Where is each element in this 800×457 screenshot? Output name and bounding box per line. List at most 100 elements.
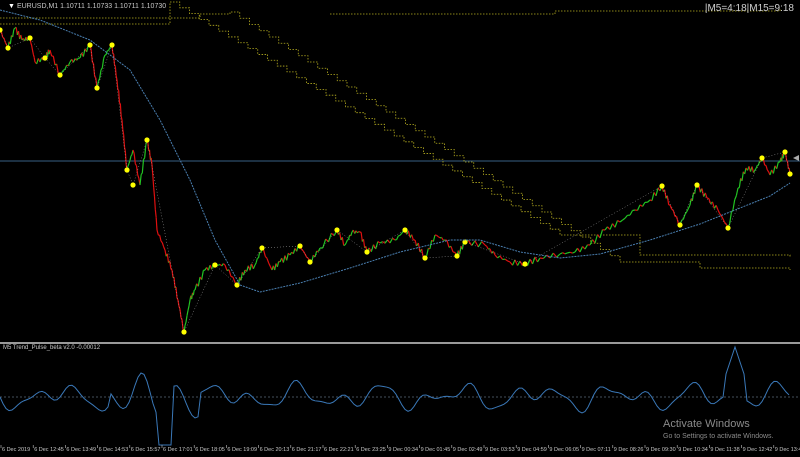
price-segment bbox=[243, 269, 246, 276]
price-segment bbox=[115, 75, 118, 81]
price-segment bbox=[446, 240, 450, 248]
swing-point bbox=[0, 27, 3, 33]
price-segment bbox=[511, 259, 516, 266]
price-segment bbox=[392, 237, 396, 241]
price-segment bbox=[375, 241, 379, 250]
lower-band bbox=[0, 11, 791, 270]
price-segment bbox=[701, 188, 705, 197]
price-segment bbox=[360, 232, 363, 242]
price-segment bbox=[379, 241, 383, 244]
price-segment bbox=[159, 235, 162, 242]
price-segment bbox=[314, 250, 318, 258]
price-segment bbox=[516, 260, 521, 266]
time-tick-label: 9 Dec 13:46 bbox=[774, 447, 800, 453]
candle-timer: |M5=4:18|M15=9:18 bbox=[704, 3, 794, 14]
price-segment bbox=[676, 216, 679, 224]
price-segment bbox=[350, 231, 353, 236]
oscillator-line bbox=[0, 345, 790, 446]
price-segment bbox=[254, 262, 257, 266]
price-segment bbox=[12, 29, 15, 38]
price-segment bbox=[133, 153, 136, 164]
price-segment bbox=[785, 154, 788, 161]
price-segment bbox=[706, 197, 710, 200]
price-segment bbox=[704, 192, 708, 199]
price-segment bbox=[708, 198, 712, 205]
time-tick-label: 6 Dec 12:45 bbox=[34, 447, 64, 453]
price-segment bbox=[504, 258, 508, 262]
price-segment bbox=[494, 254, 498, 259]
time-tick-label: 6 Dec 22:21 bbox=[324, 447, 354, 453]
price-segment bbox=[282, 255, 286, 263]
swing-point bbox=[725, 225, 731, 231]
price-segment bbox=[121, 119, 124, 130]
price-segment bbox=[629, 210, 634, 216]
price-segment bbox=[647, 199, 651, 203]
price-segment bbox=[346, 238, 349, 241]
price-segment bbox=[222, 263, 226, 266]
price-segment bbox=[152, 175, 155, 188]
price-segment bbox=[735, 187, 739, 196]
price-segment bbox=[203, 269, 206, 272]
price-segment bbox=[474, 240, 479, 248]
time-tick-label: 6 Dec 15:57 bbox=[130, 447, 161, 453]
swing-point bbox=[57, 72, 63, 78]
swing-point bbox=[27, 35, 33, 41]
price-segment bbox=[119, 103, 122, 117]
price-segment bbox=[556, 253, 561, 258]
price-segment bbox=[140, 172, 143, 175]
price-segment bbox=[766, 169, 770, 173]
price-segment bbox=[757, 160, 761, 166]
price-segment bbox=[171, 269, 174, 278]
swing-point bbox=[109, 42, 115, 48]
price-segment bbox=[407, 230, 411, 238]
price-segment bbox=[67, 61, 71, 66]
price-segment bbox=[344, 242, 347, 246]
price-segment bbox=[450, 246, 454, 253]
price-segment bbox=[754, 167, 757, 171]
price-segment bbox=[584, 244, 589, 250]
price-segment bbox=[181, 319, 184, 330]
price-segment bbox=[137, 174, 140, 179]
price-segment bbox=[529, 258, 534, 265]
price-segment bbox=[611, 223, 616, 228]
price-segment bbox=[330, 232, 335, 237]
price-segment bbox=[619, 219, 623, 223]
price-segment bbox=[263, 249, 266, 257]
price-segment bbox=[755, 165, 758, 169]
price-segment bbox=[63, 68, 66, 71]
swing-point bbox=[124, 167, 130, 173]
price-segment bbox=[292, 248, 296, 254]
swing-point bbox=[422, 255, 428, 261]
price-segment bbox=[153, 187, 156, 197]
moving-average bbox=[0, 9, 791, 293]
price-segment bbox=[734, 195, 737, 201]
price-segment bbox=[682, 214, 686, 220]
price-segment bbox=[39, 57, 43, 63]
time-tick-label: 9 Dec 06:05 bbox=[549, 447, 580, 453]
price-segment bbox=[144, 144, 147, 158]
time-tick-label: 6 Dec 14:53 bbox=[98, 447, 129, 453]
price-segment bbox=[519, 260, 524, 266]
price-segment bbox=[651, 192, 655, 201]
swing-point bbox=[454, 253, 460, 259]
time-tick-label: 6 Dec 23:25 bbox=[356, 447, 386, 453]
price-segment bbox=[218, 263, 221, 266]
price-segment bbox=[139, 174, 142, 186]
price-segment bbox=[188, 299, 191, 307]
price-segment bbox=[534, 256, 539, 263]
price-segment bbox=[389, 237, 394, 244]
price-segment bbox=[672, 210, 676, 217]
price-segment bbox=[604, 226, 608, 231]
price-segment bbox=[492, 251, 496, 256]
price-segment bbox=[130, 154, 133, 157]
caret-down-icon[interactable]: ▼ bbox=[8, 3, 15, 10]
price-segment bbox=[636, 204, 641, 211]
upper-band bbox=[0, 1, 791, 258]
time-tick-label: 9 Dec 10:34 bbox=[678, 447, 708, 453]
price-segment bbox=[160, 240, 163, 244]
price-segment bbox=[257, 257, 259, 259]
price-segment bbox=[589, 239, 594, 246]
time-tick-label: 9 Dec 12:42 bbox=[742, 447, 773, 453]
